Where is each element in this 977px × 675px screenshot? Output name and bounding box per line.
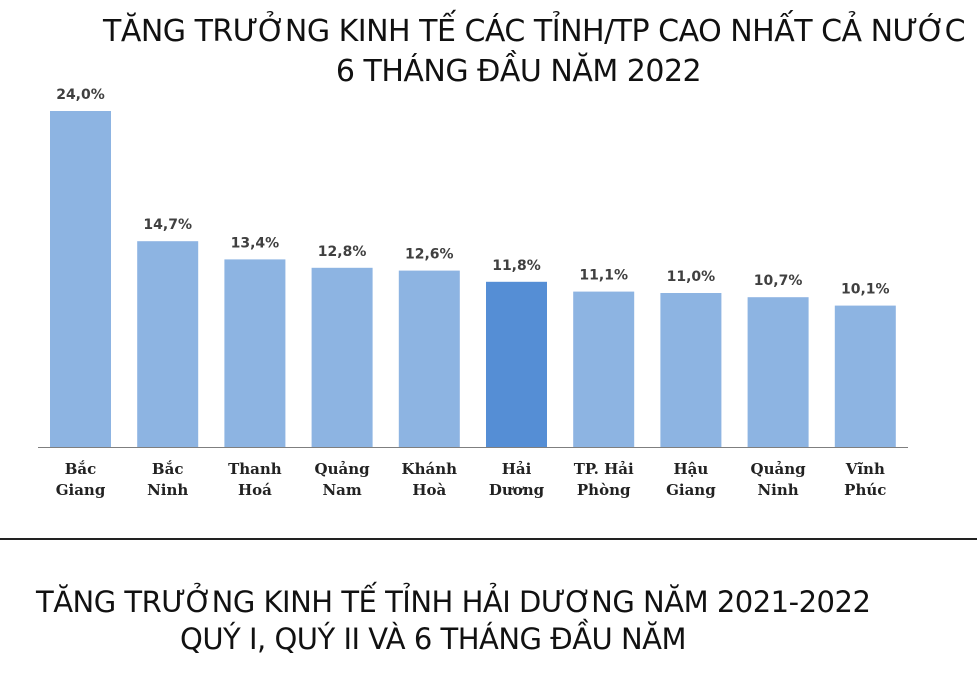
data-label: 12,6% [405, 247, 454, 263]
category-label: Hoá [238, 481, 272, 499]
data-label: 10,7% [754, 273, 803, 289]
data-label: 14,7% [143, 217, 192, 233]
data-label: 11,0% [667, 269, 716, 285]
category-label: Phòng [577, 481, 631, 499]
section2-subtitle: QUÝ I, QUÝ II VÀ 6 THÁNG ĐẦU NĂM [180, 622, 687, 656]
section2-title: TĂNG TRƯỞNG KINH TẾ TỈNH HẢI DƯƠNG NĂM 2… [36, 585, 871, 619]
category-label: Giang [56, 481, 106, 499]
bar [398, 270, 460, 447]
category-label: Khánh [402, 460, 458, 478]
bar [660, 293, 722, 447]
category-label: Hậu [673, 460, 708, 478]
chart-subtitle: 6 THÁNG ĐẦU NĂM 2022 [335, 54, 702, 89]
data-label: 13,4% [231, 235, 280, 251]
data-label: 11,1% [579, 268, 628, 284]
category-label: Hải [502, 460, 532, 478]
bar [573, 291, 635, 447]
data-label: 10,1% [841, 282, 890, 298]
category-label: Quảng [315, 460, 371, 478]
category-label: Ninh [757, 481, 798, 499]
bar [224, 259, 286, 447]
category-label: Vĩnh [845, 460, 885, 478]
bar [834, 305, 896, 447]
category-label: Dương [489, 481, 545, 499]
category-label: Nam [322, 481, 361, 499]
data-label: 12,8% [318, 244, 367, 260]
data-label: 24,0% [56, 87, 105, 103]
category-label: Hoà [412, 481, 446, 499]
bar [486, 281, 547, 447]
category-label: TP. Hải [574, 460, 634, 478]
data-label: 11,8% [492, 258, 541, 274]
category-label: Bắc [65, 460, 97, 478]
category-label: Giang [666, 481, 716, 499]
category-label: Phúc [844, 481, 886, 499]
bar [311, 267, 373, 447]
bar-chart: 24,0% Bắc Giang 14,7% Bắc Ninh 13,4% Thanh Hoá 12… [38, 87, 908, 499]
bar [137, 241, 199, 447]
category-label: Quảng [751, 460, 807, 478]
chart-title: TĂNG TRƯỞNG KINH TẾ CÁC TỈNH/TP CAO NHẤT… [103, 14, 966, 49]
bar [50, 111, 111, 447]
category-label: Bắc [152, 460, 184, 478]
category-label: Ninh [147, 481, 188, 499]
category-label: Thanh [228, 460, 282, 478]
bar [747, 297, 809, 447]
section-divider [0, 538, 977, 540]
